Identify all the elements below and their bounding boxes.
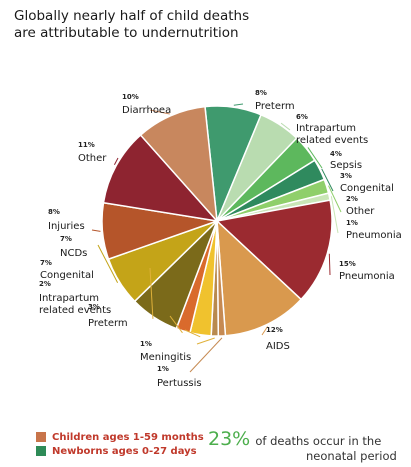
legend: Children ages 1-59 months Newborns ages … [36, 430, 204, 458]
leader-line [189, 337, 223, 373]
pie-slice-children-other [102, 134, 219, 223]
slice-category-label: Injuries [48, 221, 85, 232]
slice-percent-label: 6% [296, 113, 308, 121]
slice-category-label: Sepsis [330, 160, 362, 171]
legend-item-children: Children ages 1-59 months [36, 430, 204, 444]
slice-category-label: NCDs [60, 248, 87, 259]
leader-line [169, 315, 183, 334]
slice-category-label: Other [346, 206, 375, 217]
slice-category-label: Congenital [40, 270, 94, 281]
legend-label-newborns: Newborns ages 0-27 days [52, 445, 197, 457]
pie-slices [101, 105, 333, 337]
pie-slice-children-pneumonia [215, 199, 333, 301]
slice-percent-label: 7% [60, 235, 72, 243]
leader-line [91, 229, 101, 232]
leader-line [330, 196, 339, 234]
leader-line [261, 326, 268, 336]
leader-line [196, 337, 215, 345]
slice-category-label: Pneumonia [346, 230, 402, 241]
leader-line [321, 168, 334, 192]
slice-category-label: Meningitis [140, 352, 191, 363]
leader-lines [91, 103, 342, 373]
stat-value: 23% [208, 428, 251, 450]
slice-percent-label: 7% [40, 259, 52, 267]
slice-category-label: related events [296, 135, 368, 146]
slice-percent-label: 2% [39, 280, 51, 288]
legend-label-children: Children ages 1-59 months [52, 431, 204, 443]
slice-category-label: Other [78, 153, 107, 164]
slice-category-label: Preterm [88, 318, 128, 329]
leader-line [307, 147, 323, 169]
legend-swatch-children [36, 432, 46, 442]
slice-category-label: Pertussis [157, 378, 202, 389]
leader-line [280, 122, 291, 131]
leader-line [113, 157, 119, 165]
legend-item-newborns: Newborns ages 0-27 days [36, 444, 204, 458]
slice-category-label: Intrapartum [296, 123, 356, 134]
slice-percent-label: 15% [339, 260, 356, 268]
slice-percent-label: 3% [88, 303, 100, 311]
slice-percent-label: 1% [157, 365, 169, 373]
slice-percent-label: 4% [330, 150, 342, 158]
chart-title: Globally nearly half of child deaths are… [14, 8, 250, 41]
legend-swatch-newborns [36, 446, 46, 456]
slice-category-label: related events [39, 305, 111, 316]
leader-line [149, 109, 170, 115]
pie-slice-children-diarrhoea [139, 105, 218, 224]
slice-percent-label: 12% [266, 326, 283, 334]
leader-line [184, 329, 201, 338]
slice-percent-label: 11% [78, 141, 95, 149]
stat-text-line2: neonatal period [306, 449, 397, 463]
slice-category-label: Intrapartum [39, 293, 99, 304]
slice-category-label: Congenital [340, 183, 394, 194]
leader-line [97, 244, 119, 283]
slice-category-label: Pneumonia [339, 271, 395, 282]
slice-percent-label: 2% [346, 195, 358, 203]
leader-line [328, 185, 342, 213]
slice-category-label: Diarrhoea [122, 105, 171, 116]
leader-line [149, 267, 154, 319]
slice-percent-label: 8% [48, 208, 60, 216]
stat-text-line1: of deaths occur in the [255, 434, 382, 448]
slice-percent-label: 10% [122, 93, 139, 101]
slice-percent-label: 1% [346, 219, 358, 227]
neonatal-stat: 23% of deaths occur in the neonatal peri… [208, 428, 408, 463]
slice-percent-label: 8% [255, 89, 267, 97]
slice-category-label: AIDS [266, 341, 290, 352]
slice-percent-label: 1% [140, 340, 152, 348]
leader-line [328, 253, 331, 276]
pie-slice-children-aids [216, 219, 303, 337]
slice-percent-label: 3% [340, 172, 352, 180]
leader-line [233, 103, 244, 106]
slice-category-label: Preterm [255, 101, 295, 112]
